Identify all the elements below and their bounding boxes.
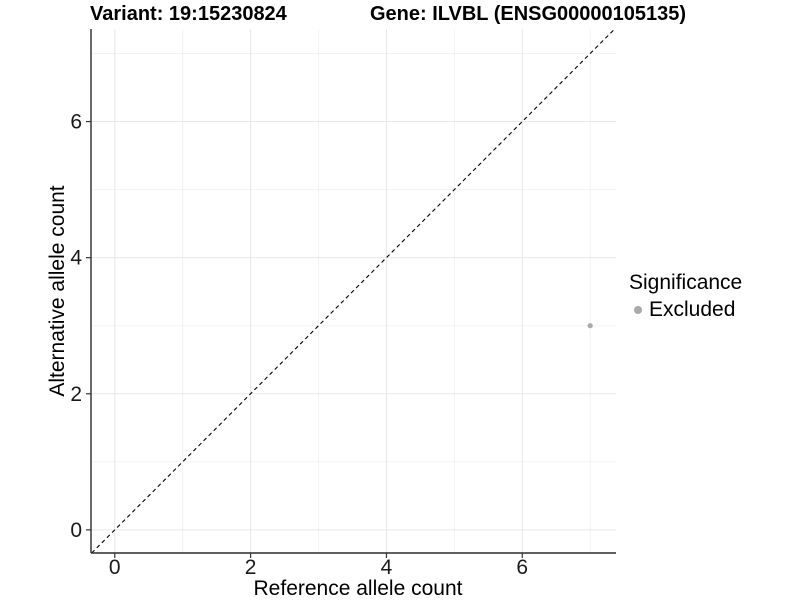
identity-dashed-line [91, 28, 616, 554]
x-tick-label: 6 [516, 556, 528, 579]
gene-title: Gene: ILVBL (ENSG00000105135) [370, 3, 687, 25]
y-tick-label: 0 [70, 519, 82, 542]
variant-title: Variant: 19:15230824 [90, 3, 287, 25]
legend-title: Significance [629, 271, 743, 294]
y-tick-label: 6 [70, 111, 82, 134]
y-tick-label: 2 [70, 383, 82, 406]
legend-item-excluded: Excluded [629, 298, 742, 322]
x-tick-label: 4 [381, 556, 393, 579]
x-tick-label: 2 [245, 556, 257, 579]
legend-item-label: Excluded [649, 298, 736, 321]
legend-point-swatch [634, 306, 642, 314]
legend: Significance Excluded [629, 271, 742, 322]
x-tick-label: 0 [109, 556, 121, 579]
x-axis-title: Reference allele count [253, 577, 463, 600]
data-point [587, 323, 593, 329]
y-axis-title: Alternative allele count [46, 185, 69, 397]
y-tick-label: 4 [70, 247, 82, 270]
